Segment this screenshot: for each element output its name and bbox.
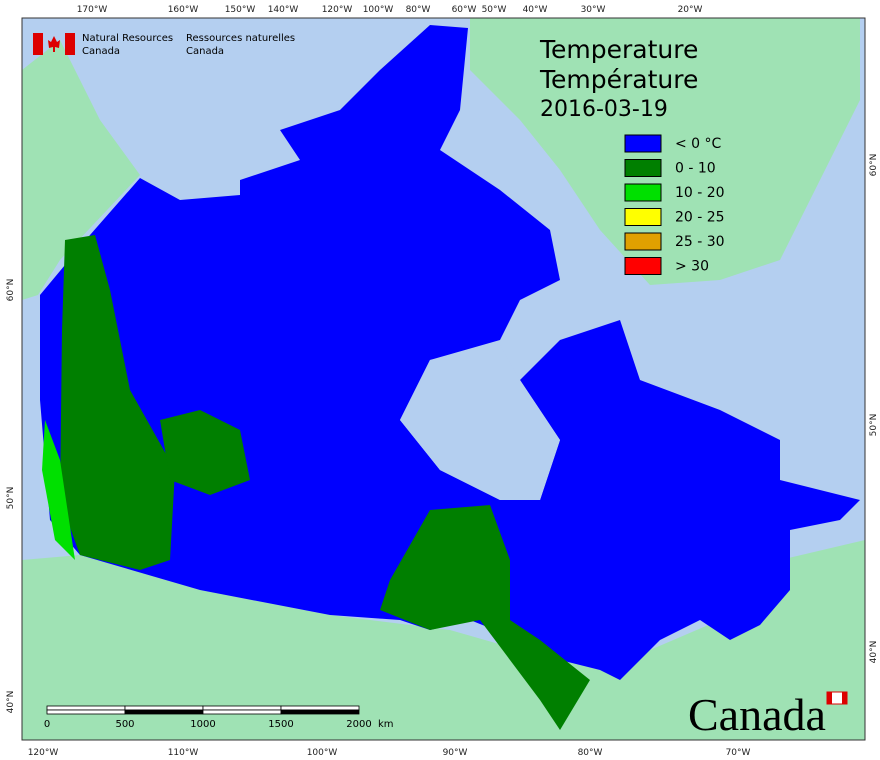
lon-label: 30°W <box>581 5 606 15</box>
greenland <box>470 18 860 285</box>
scale-label: 1000 <box>190 719 215 730</box>
scale-segment <box>280 705 360 711</box>
lon-label: 90°W <box>443 748 468 758</box>
lon-label: 40°W <box>523 5 548 15</box>
legend-swatch <box>624 159 662 177</box>
legend-label: < 0 °C <box>675 136 722 152</box>
legend-swatch <box>624 232 662 251</box>
coast-mild-zone <box>42 420 75 560</box>
legend-label: > 30 <box>675 259 709 275</box>
date: 2016-03-19 <box>540 97 668 122</box>
scale-label: 0 <box>44 719 50 730</box>
flag-bar <box>65 33 75 55</box>
ontario-warm-zone <box>380 505 590 730</box>
lon-label: 110°W <box>168 748 199 758</box>
lon-label: 170°W <box>77 5 108 15</box>
bc-warm-zone <box>60 235 175 570</box>
alaska <box>22 40 140 300</box>
wordmark: Canada <box>688 689 826 740</box>
legend-label: 25 - 30 <box>675 234 725 250</box>
lon-label: 160°W <box>168 5 199 15</box>
lon-label: 140°W <box>268 5 299 15</box>
north-warm-zone <box>160 410 250 495</box>
org-en: Canada <box>82 46 120 57</box>
org-en: Natural Resources <box>82 33 173 44</box>
scale-label: 1500 <box>268 719 293 730</box>
lon-label: 50°W <box>482 5 507 15</box>
lat-label: 50°N <box>6 487 16 510</box>
scale-segment <box>202 705 282 711</box>
lon-label: 80°W <box>406 5 431 15</box>
title-fr: Température <box>539 65 698 94</box>
frame <box>21 17 866 741</box>
lon-label: 20°W <box>678 5 703 15</box>
flag-bar <box>842 692 847 704</box>
maple-leaf <box>48 36 60 52</box>
scale-segment <box>124 705 204 711</box>
legend-swatch <box>624 134 662 153</box>
legend-swatch <box>624 208 662 226</box>
scale-segment <box>46 709 126 715</box>
legend-label: 20 - 25 <box>675 210 725 226</box>
lon-label: 60°W <box>452 5 477 15</box>
legend-swatch <box>624 257 662 275</box>
lon-label: 70°W <box>726 748 751 758</box>
flag-bar <box>33 33 43 55</box>
scale-label: 2000 <box>346 719 371 730</box>
flag-bar <box>827 692 832 704</box>
lat-label: 40°N <box>869 641 879 664</box>
lat-label: 60°N <box>869 154 879 177</box>
lon-label: 100°W <box>307 748 338 758</box>
lon-label: 80°W <box>578 748 603 758</box>
scale-segment <box>280 709 360 715</box>
legend-label: 10 - 20 <box>675 185 725 201</box>
org-fr: Canada <box>186 46 224 57</box>
lon-label: 100°W <box>363 5 394 15</box>
scale-label: 500 <box>115 719 134 730</box>
lat-label: 50°N <box>869 414 879 437</box>
title-en: Temperature <box>539 35 698 64</box>
legend-swatch <box>624 183 662 202</box>
lat-label: 60°N <box>6 279 16 302</box>
scale-segment <box>124 709 204 715</box>
scale-segment <box>202 709 282 715</box>
lon-label: 150°W <box>225 5 256 15</box>
canada-below-zero <box>40 25 860 680</box>
lat-label: 40°N <box>6 691 16 714</box>
lon-label: 120°W <box>28 748 59 758</box>
hudson-bay <box>400 345 560 500</box>
legend-label: 0 - 10 <box>675 161 716 177</box>
lon-label: 120°W <box>322 5 353 15</box>
scale-segment <box>46 705 126 711</box>
usa <box>22 540 865 740</box>
scale-unit: km <box>378 719 394 730</box>
org-fr: Ressources naturelles <box>186 33 295 44</box>
